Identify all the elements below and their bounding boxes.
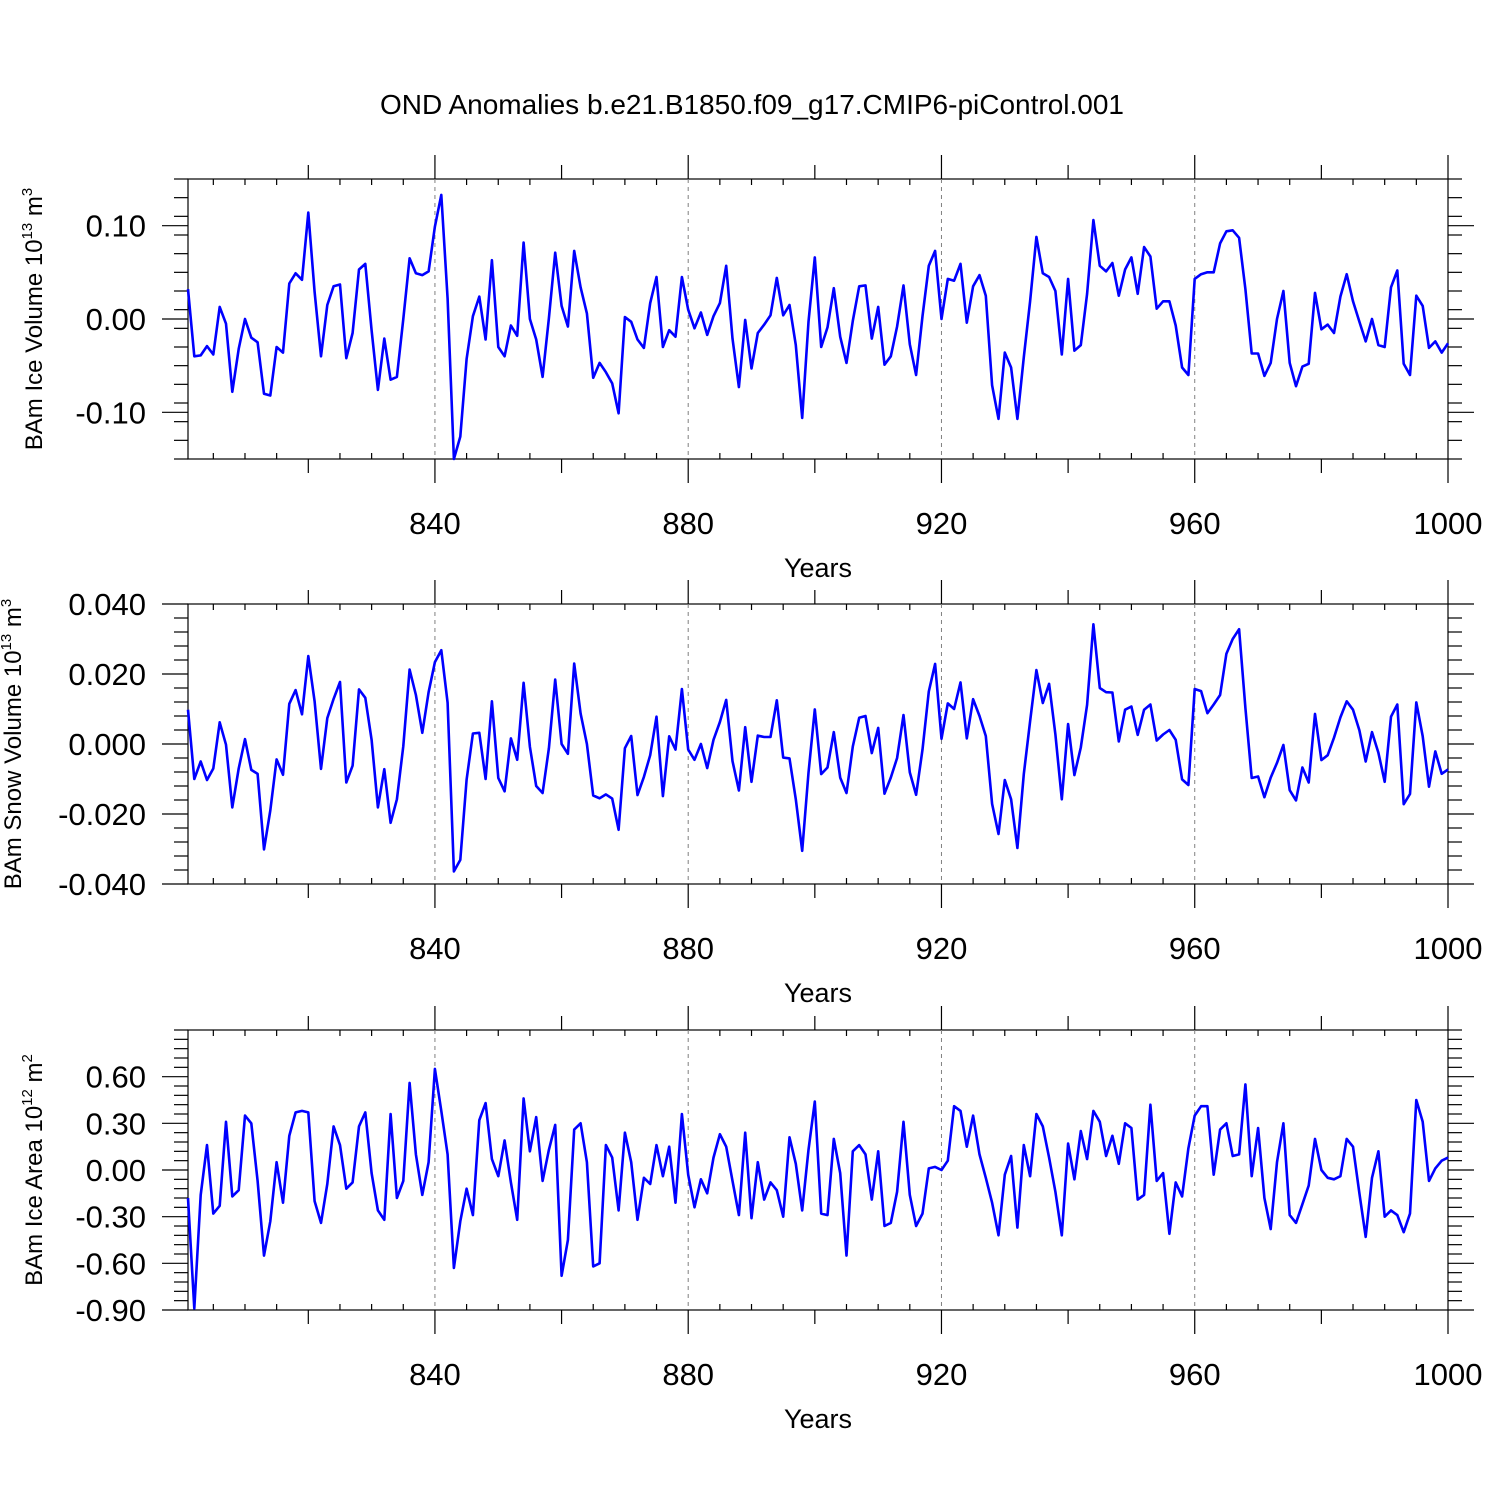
x-tick-labels: 840 880 920 960 1000 bbox=[409, 1357, 1482, 1392]
y-tick-label: 0.00 bbox=[86, 302, 146, 337]
y-axis-label: BAm Ice Area 1012 m2 bbox=[19, 1054, 48, 1286]
series-line-snow-volume bbox=[186, 623, 1449, 873]
x-axis-label: Years bbox=[784, 553, 852, 583]
x-tick-label: 880 bbox=[662, 1357, 714, 1392]
y-tick-labels: -0.10 0.00 0.10 bbox=[75, 209, 146, 431]
axis-ticks bbox=[162, 155, 1474, 483]
x-tick-label: 960 bbox=[1169, 931, 1221, 966]
y-tick-labels: -0.90 -0.60 -0.30 0.00 0.30 0.60 bbox=[75, 1060, 146, 1328]
x-tick-label: 920 bbox=[916, 506, 968, 541]
axis-ticks bbox=[162, 1006, 1474, 1334]
x-gridlines bbox=[434, 1030, 1196, 1310]
y-tick-label: -0.30 bbox=[75, 1200, 146, 1235]
panel-ice-volume: -0.10 0.00 0.10 840 880 920 960 1000 Years BAm… bbox=[19, 155, 1482, 583]
x-tick-label: 1000 bbox=[1414, 506, 1483, 541]
y-tick-label: 0.00 bbox=[86, 1153, 146, 1188]
y-tick-label: 0.020 bbox=[68, 657, 146, 692]
series-line-ice-volume bbox=[186, 193, 1450, 461]
panel-ice-area: -0.90 -0.60 -0.30 0.00 0.30 0.60 840 880 920 960… bbox=[19, 1006, 1482, 1434]
x-tick-label: 1000 bbox=[1414, 931, 1483, 966]
y-tick-label: 0.040 bbox=[68, 587, 146, 622]
y-tick-label: 0.10 bbox=[86, 209, 146, 244]
x-tick-label: 840 bbox=[409, 506, 461, 541]
panel-snow-volume: -0.040 -0.020 0.000 0.020 0.040 840 880 920 960… bbox=[0, 580, 1482, 1008]
x-tick-label: 1000 bbox=[1414, 1357, 1483, 1392]
y-tick-label: 0.000 bbox=[68, 727, 146, 762]
x-tick-labels: 840 880 920 960 1000 bbox=[409, 506, 1482, 541]
y-tick-label: -0.60 bbox=[75, 1246, 146, 1281]
x-tick-label: 960 bbox=[1169, 506, 1221, 541]
y-axis-label: BAm Ice Volume 1013 m3 bbox=[19, 188, 48, 450]
x-tick-label: 920 bbox=[916, 1357, 968, 1392]
y-tick-label: -0.90 bbox=[75, 1293, 146, 1328]
y-tick-label: 0.30 bbox=[86, 1106, 146, 1141]
x-tick-label: 960 bbox=[1169, 1357, 1221, 1392]
y-tick-label: -0.040 bbox=[58, 867, 146, 902]
chart-title: OND Anomalies b.e21.B1850.f09_g17.CMIP6-… bbox=[380, 89, 1124, 120]
x-axis-label: Years bbox=[784, 1404, 852, 1434]
x-tick-label: 920 bbox=[916, 931, 968, 966]
y-tick-label: -0.020 bbox=[58, 797, 146, 832]
y-tick-label: -0.10 bbox=[75, 395, 146, 430]
series-line-ice-area bbox=[186, 1067, 1449, 1310]
x-tick-label: 880 bbox=[662, 931, 714, 966]
x-tick-labels: 840 880 920 960 1000 bbox=[409, 931, 1482, 966]
axis-ticks bbox=[162, 580, 1474, 908]
x-tick-label: 880 bbox=[662, 506, 714, 541]
y-axis-label: BAm Snow Volume 1013 m3 bbox=[0, 599, 27, 890]
x-tick-label: 840 bbox=[409, 931, 461, 966]
y-tick-label: 0.60 bbox=[86, 1060, 146, 1095]
y-tick-labels: -0.040 -0.020 0.000 0.020 0.040 bbox=[58, 587, 146, 902]
x-tick-label: 840 bbox=[409, 1357, 461, 1392]
x-axis-label: Years bbox=[784, 978, 852, 1008]
